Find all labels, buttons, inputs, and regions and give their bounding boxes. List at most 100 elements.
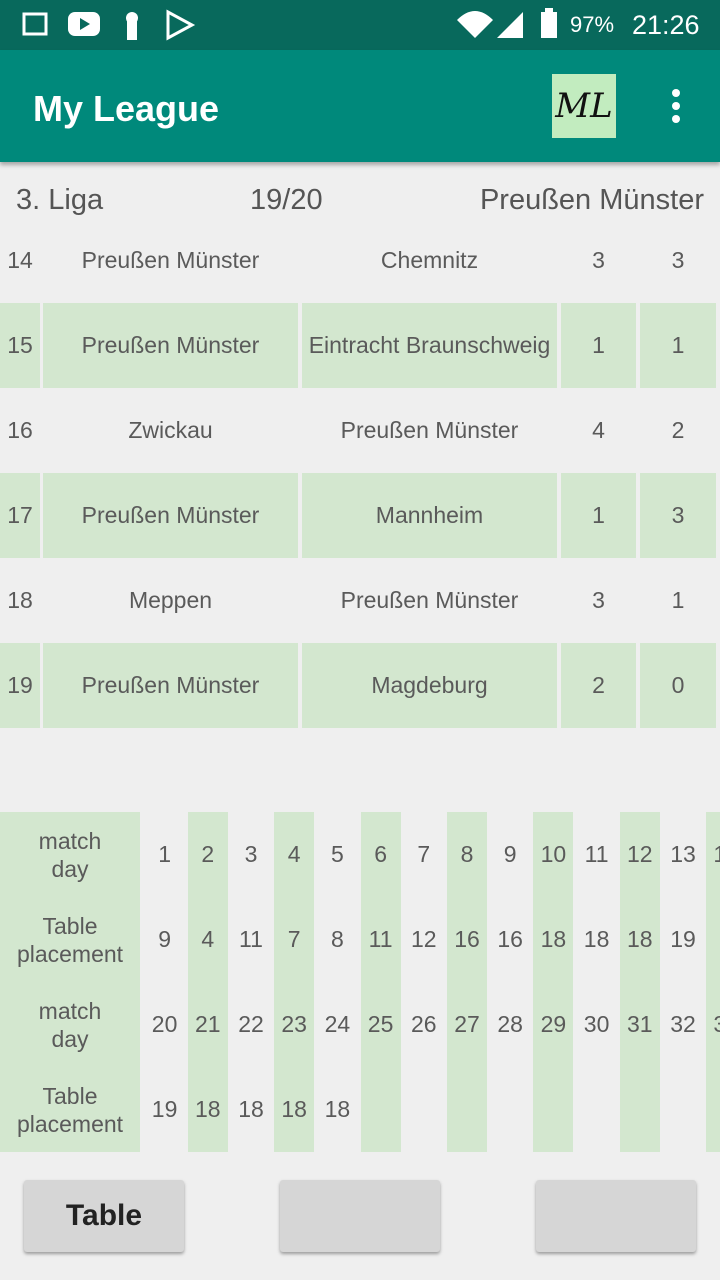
home-goals: 3: [592, 247, 605, 273]
stat-value: 28: [497, 1011, 523, 1037]
season: 19/20: [250, 184, 323, 216]
stat-value: 16: [497, 926, 523, 952]
away-team: Magdeburg: [302, 643, 557, 728]
stat-value: 8: [330, 926, 344, 952]
stat-value: 12: [626, 841, 653, 867]
battery: 97%: [570, 12, 615, 37]
stat-value: 10: [540, 841, 567, 867]
home-team: Preußen Münster: [43, 473, 298, 558]
stat-value: 6: [374, 841, 387, 867]
column-band: [533, 812, 574, 1152]
match-number: 18: [7, 587, 33, 613]
row-label: Table placement: [0, 1067, 140, 1152]
row-label: match day: [0, 812, 140, 897]
stat-value: 13: [670, 841, 696, 867]
away-goals: 2: [671, 417, 685, 443]
stat-value: 9: [503, 841, 517, 867]
stat-value: 18: [540, 926, 567, 952]
row-label: Table placement: [0, 897, 140, 982]
league: 3. Liga: [16, 184, 104, 216]
match-number: 14: [7, 247, 33, 273]
status-icons: [22, 9, 196, 41]
battery-icon: [541, 8, 557, 38]
stat-value: 18: [194, 1096, 221, 1122]
match-number: 15: [0, 303, 40, 388]
stat-value: 23: [281, 1011, 307, 1037]
menu-button[interactable]: [664, 88, 688, 128]
away-team: Mannheim: [302, 473, 557, 558]
stat-value: 7: [287, 926, 301, 952]
stat-value: 7: [417, 841, 431, 867]
stat-value: 11: [584, 841, 609, 867]
stat-value: 8: [460, 841, 474, 867]
away-goals: 3: [671, 247, 685, 273]
stat-value: 31: [626, 1011, 653, 1037]
stat-value: 33: [713, 1011, 720, 1037]
match-number: 16: [7, 417, 33, 443]
away-team: Preußen Münster: [340, 587, 519, 613]
stat-value: 16: [454, 926, 480, 952]
stat-value: 21: [194, 1011, 221, 1037]
stat-value: 11: [239, 926, 263, 952]
column-band: [619, 812, 660, 1152]
home-team: Preußen Münster: [43, 303, 298, 388]
home-goals: 1: [561, 473, 636, 558]
home-goals: 2: [561, 643, 636, 728]
stat-value: 19: [151, 1096, 178, 1122]
stat-value: 26: [410, 1011, 437, 1037]
away-team: Eintracht Braunschweig: [302, 303, 557, 388]
stat-value: 18: [281, 1096, 307, 1122]
stat-value: 18: [238, 1096, 264, 1122]
home-goals: 4: [592, 417, 605, 443]
match-number: 19: [0, 643, 40, 728]
away-team: Preußen Münster: [340, 417, 519, 443]
home-team: Meppen: [128, 587, 213, 613]
stat-value: 4: [201, 926, 215, 952]
away-goals: 0: [640, 643, 716, 728]
row-label: match day: [0, 982, 140, 1067]
stat-value: 25: [367, 1011, 394, 1037]
stat-value: 18: [583, 926, 610, 952]
stat-value: 9: [158, 926, 171, 952]
column-band: [706, 812, 720, 1152]
button[interactable]: [280, 1180, 440, 1252]
stat-value: 14: [713, 841, 720, 867]
app-bar: My League ML: [0, 50, 720, 162]
away-team: Chemnitz: [380, 247, 479, 273]
stat-value: 5: [330, 841, 344, 867]
home-goals: 1: [561, 303, 636, 388]
stat-value: 3: [244, 841, 258, 867]
stat-value: 22: [238, 1011, 264, 1037]
stat-value: 27: [454, 1011, 480, 1037]
stat-value: 12: [410, 926, 437, 952]
table-button[interactable]: Table: [24, 1180, 184, 1252]
stat-value: 1: [158, 841, 171, 867]
stat-value: 11: [368, 926, 393, 952]
team: Preußen Münster: [479, 184, 704, 216]
app-title: My League: [33, 88, 220, 129]
button[interactable]: [536, 1180, 696, 1252]
away-goals: 1: [671, 587, 685, 613]
home-goals: 3: [592, 587, 605, 613]
column-band: [360, 812, 401, 1152]
stat-value: 30: [583, 1011, 610, 1037]
stat-value: 24: [324, 1011, 351, 1037]
logo[interactable]: ML: [552, 74, 616, 138]
away-goals: 3: [640, 473, 716, 558]
column-band: [274, 812, 315, 1152]
stat-value: 20: [151, 1011, 178, 1037]
home-team: Preußen Münster: [81, 247, 260, 273]
column-band: [446, 812, 487, 1152]
stat-value: 19: [670, 926, 696, 952]
stat-value: 32: [670, 1011, 696, 1037]
signal-icons: [457, 11, 523, 38]
home-team: Preußen Münster: [43, 643, 298, 728]
stat-value: 29: [540, 1011, 567, 1037]
status-bar: 97% 21:26: [0, 0, 720, 50]
home-team: Zwickau: [128, 417, 213, 443]
column-band: [187, 812, 228, 1152]
clock: 21:26: [632, 10, 700, 40]
stat-value: 18: [324, 1096, 351, 1122]
stat-value: 4: [287, 841, 301, 867]
